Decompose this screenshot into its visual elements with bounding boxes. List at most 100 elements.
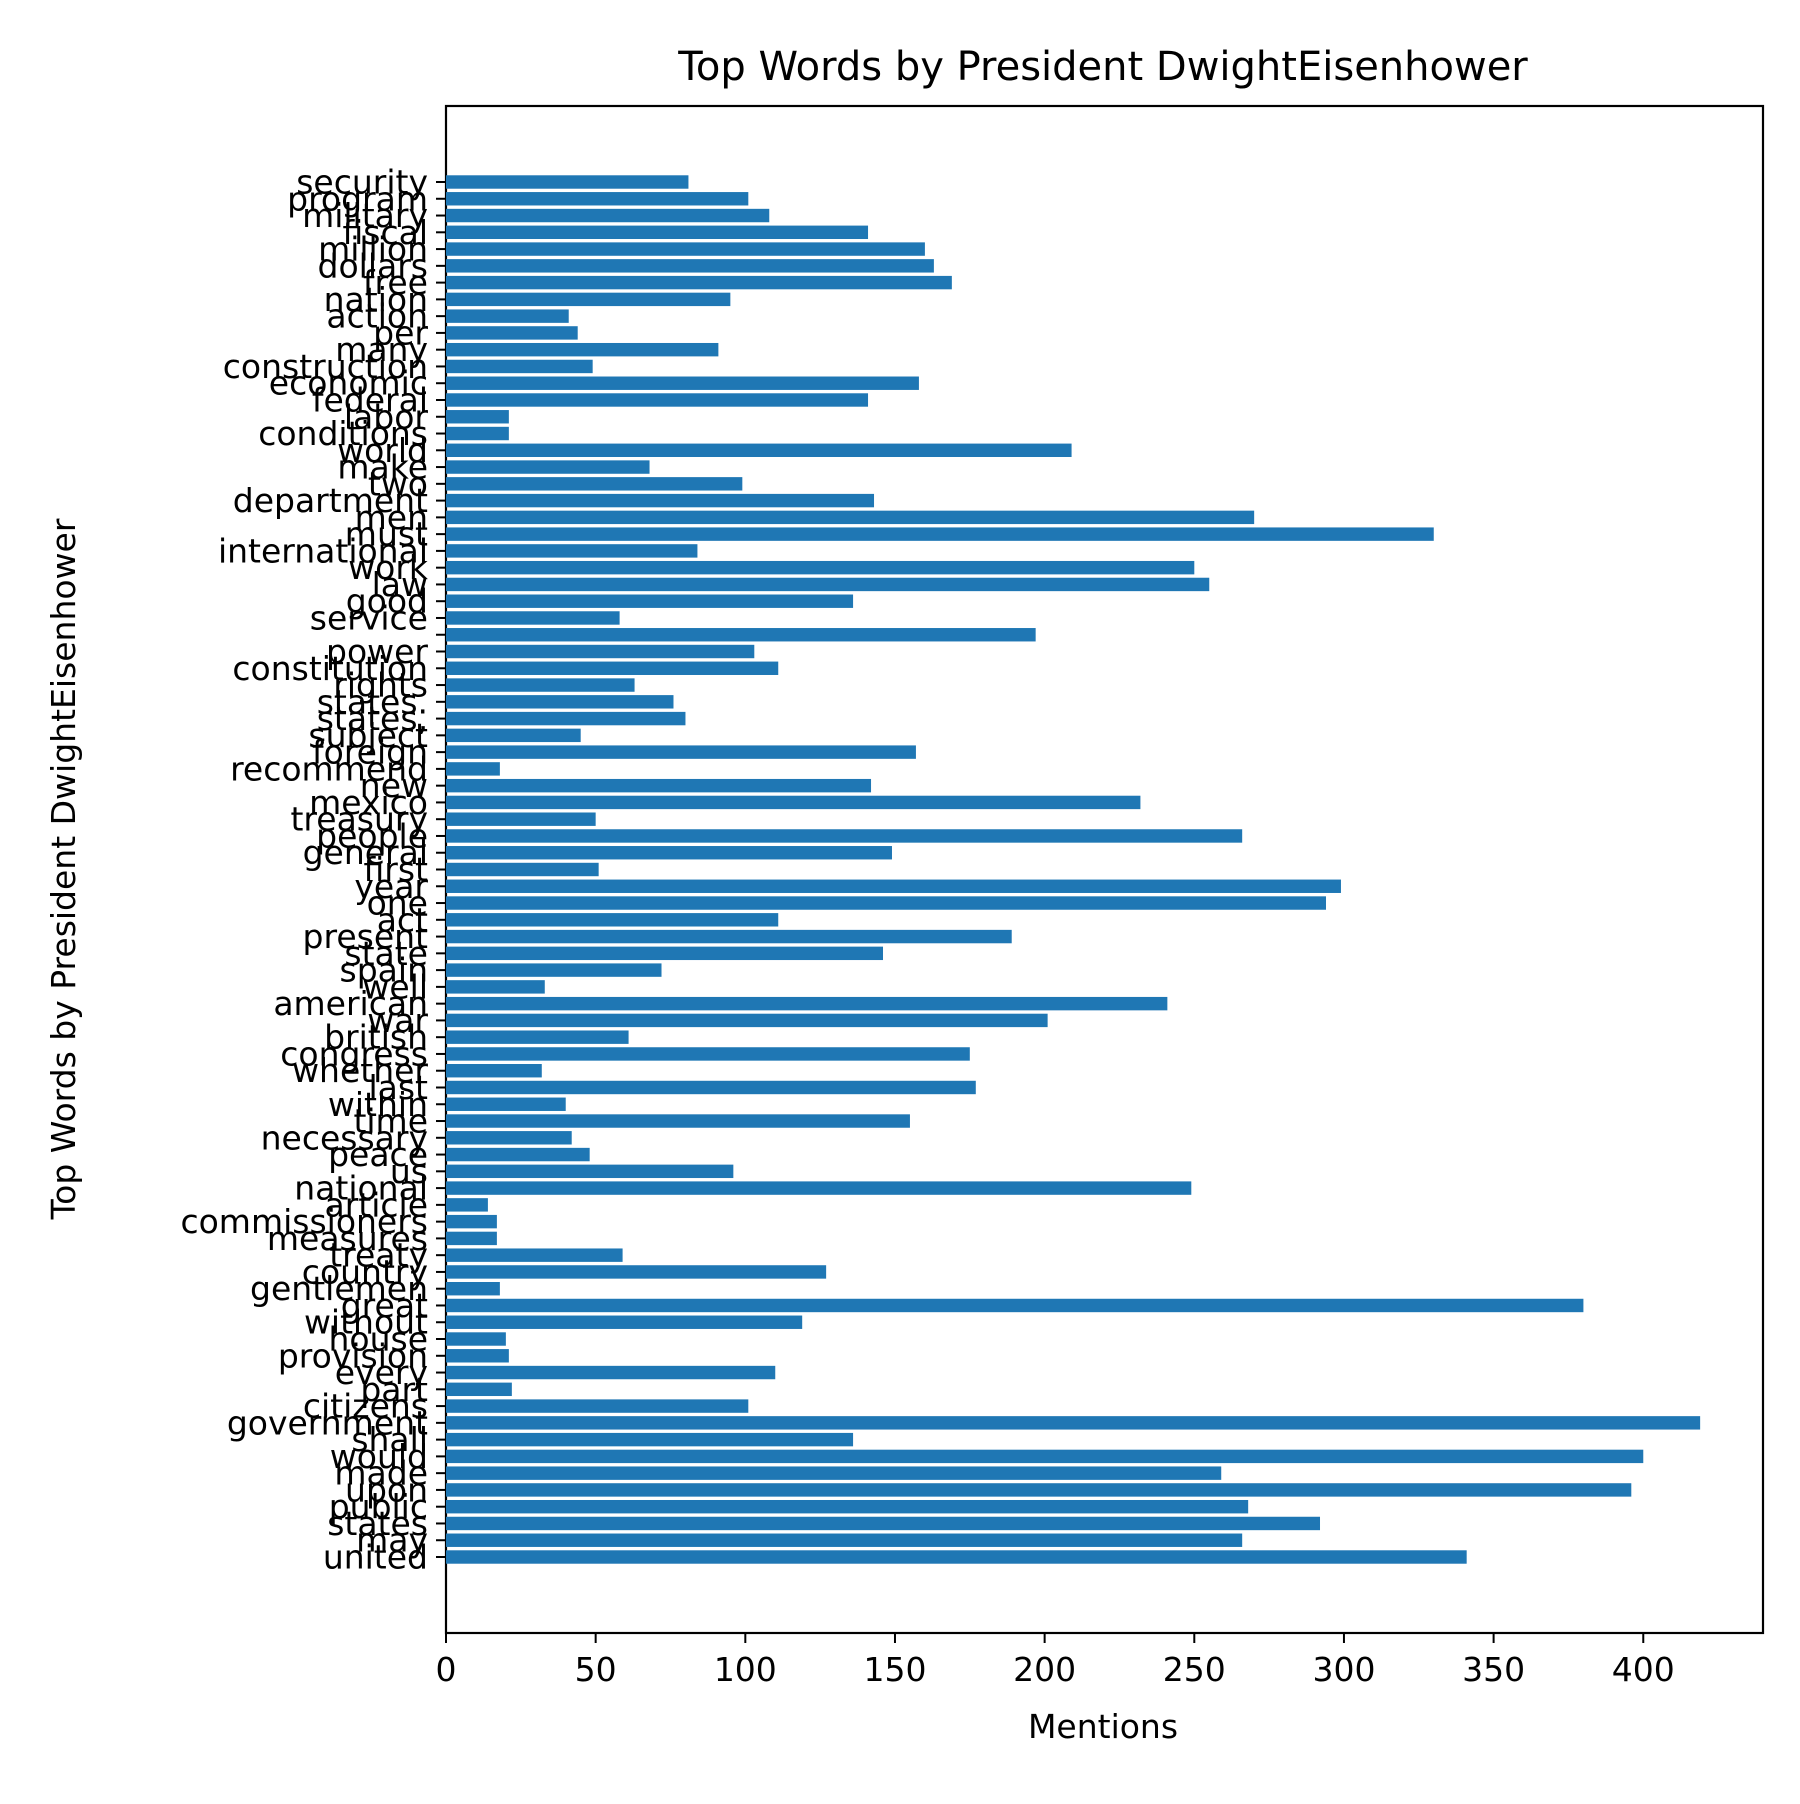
bar: [446, 963, 662, 977]
bar: [446, 695, 674, 709]
y-tick-label: spain: [340, 951, 428, 990]
y-tick-label: new: [360, 766, 428, 805]
y-tick-label: first: [364, 850, 429, 889]
bar: [446, 913, 779, 927]
y-tick-label: construction: [223, 347, 428, 386]
y-tick-label: part: [360, 1370, 428, 1409]
bar: [446, 493, 875, 508]
y-tick-label: public: [329, 1487, 428, 1526]
bar: [446, 376, 919, 390]
y-tick-label: department: [233, 481, 428, 520]
bar: [446, 1365, 776, 1380]
y-tick-label: make: [337, 448, 428, 487]
bar: [446, 1164, 734, 1179]
bar: [446, 862, 599, 877]
y-tick-label: states: [327, 1504, 428, 1543]
bar: [446, 208, 770, 223]
y-tick-label: men: [355, 498, 428, 537]
bar: [446, 661, 779, 675]
y-tick-label: without: [304, 1303, 428, 1342]
bar: [446, 1231, 497, 1246]
y-tick-label: provision: [278, 1336, 428, 1375]
y-tick-label: time: [353, 1102, 428, 1141]
y-tick-label: one: [367, 884, 428, 923]
bar: [446, 728, 581, 743]
bar: [446, 1198, 488, 1212]
y-tick-label: house: [328, 1320, 428, 1359]
bar: [446, 1282, 500, 1296]
y-tick-label: would: [330, 1437, 428, 1476]
bar: [446, 1147, 590, 1162]
bar: [446, 292, 731, 307]
y-tick-label: must: [345, 515, 428, 554]
y-tick-label: subject: [308, 716, 428, 755]
x-tick-label: 50: [575, 1650, 617, 1689]
y-tick-label: two: [368, 464, 428, 503]
bar: [446, 1416, 1701, 1430]
y-tick-label: necessary: [261, 1118, 428, 1157]
bar: [446, 460, 650, 474]
y-tick-label: congress: [280, 1034, 428, 1073]
bar: [446, 1030, 629, 1044]
bar: [446, 1064, 542, 1078]
chart-title: Top Words by President DwightEisenhower: [677, 44, 1528, 90]
x-axis-ticks: 0 50 100 150 200 250 300 350 400: [436, 1633, 1675, 1689]
bar: [446, 342, 719, 357]
bar: [446, 896, 1326, 910]
bar: [446, 929, 1012, 944]
bar: [446, 510, 1255, 525]
y-tick-label: mexico: [309, 783, 428, 822]
y-tick-label: recommend: [230, 749, 428, 788]
bar: [446, 275, 952, 290]
y-tick-label: law: [372, 565, 428, 604]
x-axis-label: Mentions: [1028, 1707, 1178, 1746]
bar: [446, 426, 509, 441]
bar: [446, 745, 916, 759]
bar: [446, 1013, 1048, 1028]
y-tick-label: security: [296, 163, 428, 202]
x-tick-label: 400: [1612, 1650, 1675, 1689]
bar: [446, 175, 689, 189]
bar: [446, 359, 593, 374]
bar: [446, 1298, 1584, 1313]
bar: [446, 1047, 970, 1061]
bar: [446, 1382, 512, 1397]
bar: [446, 594, 854, 608]
y-tick-label: federal: [312, 380, 428, 419]
y-tick-label: within: [328, 1085, 428, 1124]
y-tick-label: rights: [333, 666, 428, 705]
bar: [446, 628, 1036, 642]
bar: [446, 812, 596, 826]
bar: [446, 1080, 976, 1095]
bar: [446, 1449, 1644, 1464]
bar: [446, 410, 509, 424]
y-tick-label: military: [302, 196, 428, 235]
y-tick-label: war: [367, 1001, 428, 1040]
bar: [446, 1432, 854, 1447]
bar: [446, 1483, 1632, 1497]
y-tick-label: action: [326, 297, 428, 336]
y-tick-label: made: [334, 1454, 428, 1493]
y-tick-label: national: [294, 1169, 428, 1208]
bar: [446, 846, 892, 860]
y-tick-label: people: [316, 816, 428, 855]
x-tick-label: 350: [1462, 1650, 1525, 1689]
x-tick-label: 0: [436, 1650, 457, 1689]
y-tick-label: state: [344, 934, 428, 973]
bar: [446, 829, 1243, 843]
x-tick-label: 250: [1163, 1650, 1226, 1689]
y-tick-label: states,: [317, 699, 428, 738]
bar: [446, 795, 1141, 810]
bar: [446, 192, 749, 206]
bar: [446, 879, 1341, 893]
y-tick-label: government: [227, 1403, 428, 1442]
y-tick-label: fiscal: [342, 213, 428, 252]
bar: [446, 1533, 1243, 1547]
y-tick-label: nation: [324, 280, 428, 319]
y-axis-label: Top Words by President DwightEisenhower: [44, 518, 83, 1220]
bar: [446, 644, 755, 659]
bar: [446, 1466, 1222, 1480]
bar: [446, 259, 934, 273]
y-tick-label: constitution: [232, 649, 428, 688]
